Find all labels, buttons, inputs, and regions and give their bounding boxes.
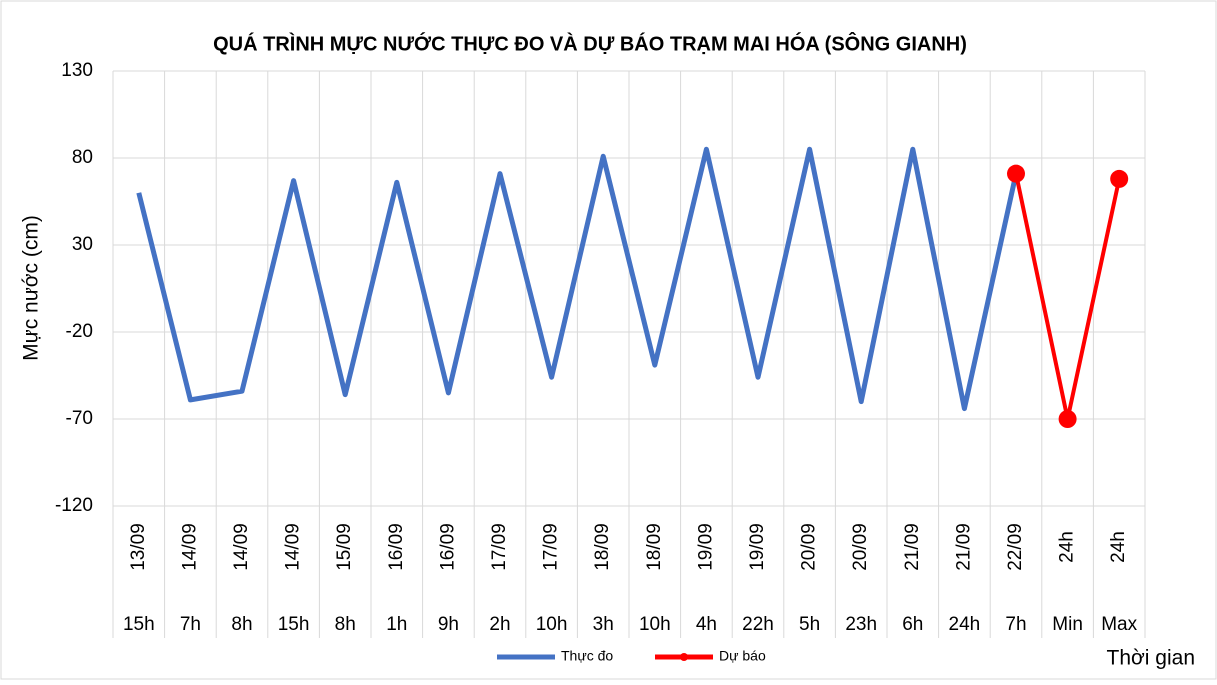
x-tick-label: 14/09 [179, 523, 200, 571]
x-tick-sublabel: 24h [949, 614, 981, 635]
x-tick-sublabel: Min [1052, 614, 1083, 635]
x-tick-sublabel: 1h [386, 614, 407, 635]
x-tick-sublabel: 8h [335, 614, 356, 635]
y-tick-label: -20 [66, 321, 93, 342]
x-tick-sublabel: 9h [438, 614, 459, 635]
legend-label: Dự báo [719, 648, 766, 664]
x-tick-label: 16/09 [437, 523, 458, 571]
x-tick-sublabel: 5h [799, 614, 820, 635]
x-tick-label: 21/09 [953, 523, 974, 571]
x-tick-label: 14/09 [231, 523, 252, 571]
x-tick-sublabel: 10h [639, 614, 671, 635]
x-tick-label: 20/09 [799, 523, 820, 571]
x-tick-label: 17/09 [541, 523, 562, 571]
x-tick-sublabel: 15h [278, 614, 310, 635]
y-axis-label: Mực nước (cm) [20, 215, 43, 361]
series-marker [1007, 164, 1025, 183]
x-tick-label: 22/09 [1005, 523, 1026, 571]
series-marker [1058, 410, 1077, 428]
series-marker [1110, 169, 1129, 188]
x-tick-sublabel: Max [1101, 614, 1137, 635]
x-tick-sublabel: 4h [696, 614, 717, 635]
x-tick-sublabel: 6h [902, 614, 923, 635]
x-tick-label: 13/09 [128, 523, 149, 571]
x-tick-label: 24h [1057, 531, 1078, 563]
x-tick-sublabel: 23h [845, 614, 877, 635]
x-tick-sublabel: 10h [536, 614, 568, 635]
x-tick-sublabel: 2h [489, 614, 510, 635]
x-tick-label: 20/09 [850, 523, 871, 571]
x-tick-sublabel: 3h [593, 614, 614, 635]
x-tick-label: 15/09 [334, 523, 355, 571]
x-tick-sublabel: 7h [180, 614, 201, 635]
y-tick-label: 80 [72, 147, 93, 168]
series-line [136, 146, 1019, 412]
x-tick-label: 17/09 [489, 523, 510, 571]
x-tick-label: 18/09 [592, 523, 613, 571]
x-axis-label: Thời gian [1107, 647, 1195, 670]
x-tick-sublabel: 8h [231, 614, 252, 635]
y-tick-label: 130 [61, 60, 93, 81]
y-tick-label: -70 [66, 408, 93, 429]
chart-title: QUÁ TRÌNH MỰC NƯỚC THỰC ĐO VÀ DỰ BÁO TRẠ… [213, 31, 967, 55]
y-tick-label: 30 [72, 234, 93, 255]
x-tick-label: 21/09 [902, 523, 923, 571]
legend-marker [680, 653, 688, 661]
x-tick-label: 24h [1108, 531, 1129, 563]
x-tick-label: 16/09 [386, 523, 407, 571]
x-tick-label: 14/09 [283, 523, 304, 571]
y-tick-label: -120 [55, 495, 93, 516]
x-tick-label: 19/09 [695, 523, 716, 571]
x-tick-label: 19/09 [747, 523, 768, 571]
x-tick-label: 18/09 [644, 523, 665, 571]
legend-label: Thực đo [561, 648, 613, 664]
x-tick-sublabel: 22h [742, 614, 774, 635]
x-tick-sublabel: 15h [123, 614, 155, 635]
x-tick-sublabel: 7h [1005, 614, 1026, 635]
